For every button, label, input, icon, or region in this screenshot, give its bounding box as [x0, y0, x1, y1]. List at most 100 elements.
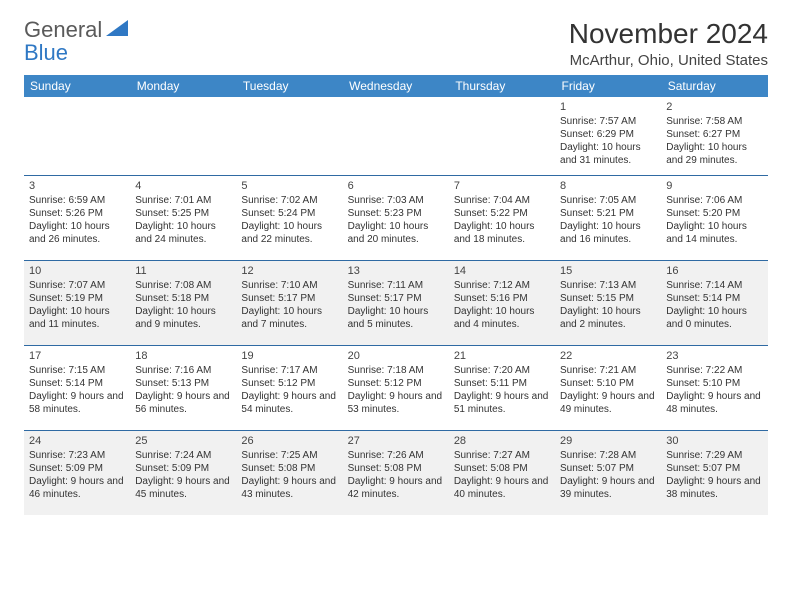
calendar-day-cell: 24Sunrise: 7:23 AMSunset: 5:09 PMDayligh… — [24, 430, 130, 515]
day-number: 3 — [29, 179, 125, 193]
calendar-day-cell: 4Sunrise: 7:01 AMSunset: 5:25 PMDaylight… — [130, 175, 236, 260]
sunset-text: Sunset: 5:26 PM — [29, 207, 125, 220]
sunset-text: Sunset: 5:16 PM — [454, 292, 550, 305]
calendar-week-row: 24Sunrise: 7:23 AMSunset: 5:09 PMDayligh… — [24, 430, 768, 515]
location-text: McArthur, Ohio, United States — [569, 52, 768, 69]
sunrise-text: Sunrise: 7:11 AM — [348, 279, 444, 292]
daylight-text: Daylight: 10 hours and 2 minutes. — [560, 305, 656, 331]
daylight-text: Daylight: 9 hours and 38 minutes. — [666, 475, 762, 501]
day-header: Friday — [555, 75, 661, 97]
day-number: 19 — [241, 349, 337, 363]
sunrise-text: Sunrise: 7:08 AM — [135, 279, 231, 292]
daylight-text: Daylight: 9 hours and 45 minutes. — [135, 475, 231, 501]
sunrise-text: Sunrise: 7:27 AM — [454, 449, 550, 462]
calendar-day-cell: 7Sunrise: 7:04 AMSunset: 5:22 PMDaylight… — [449, 175, 555, 260]
sunset-text: Sunset: 5:07 PM — [666, 462, 762, 475]
calendar-day-cell: 10Sunrise: 7:07 AMSunset: 5:19 PMDayligh… — [24, 260, 130, 345]
daylight-text: Daylight: 10 hours and 16 minutes. — [560, 220, 656, 246]
calendar-day-cell — [236, 97, 342, 175]
calendar-day-cell: 29Sunrise: 7:28 AMSunset: 5:07 PMDayligh… — [555, 430, 661, 515]
page-root: General Blue November 2024 McArthur, Ohi… — [0, 0, 792, 525]
day-number: 2 — [666, 100, 762, 114]
calendar-day-cell: 5Sunrise: 7:02 AMSunset: 5:24 PMDaylight… — [236, 175, 342, 260]
day-number: 24 — [29, 434, 125, 448]
sunset-text: Sunset: 5:11 PM — [454, 377, 550, 390]
day-number: 4 — [135, 179, 231, 193]
calendar-day-cell: 26Sunrise: 7:25 AMSunset: 5:08 PMDayligh… — [236, 430, 342, 515]
sunrise-text: Sunrise: 7:13 AM — [560, 279, 656, 292]
sunrise-text: Sunrise: 7:05 AM — [560, 194, 656, 207]
daylight-text: Daylight: 10 hours and 11 minutes. — [29, 305, 125, 331]
calendar-day-cell: 14Sunrise: 7:12 AMSunset: 5:16 PMDayligh… — [449, 260, 555, 345]
day-number: 11 — [135, 264, 231, 278]
calendar-day-cell: 25Sunrise: 7:24 AMSunset: 5:09 PMDayligh… — [130, 430, 236, 515]
calendar-day-cell: 1Sunrise: 7:57 AMSunset: 6:29 PMDaylight… — [555, 97, 661, 175]
sunset-text: Sunset: 5:18 PM — [135, 292, 231, 305]
calendar-day-cell: 9Sunrise: 7:06 AMSunset: 5:20 PMDaylight… — [661, 175, 767, 260]
title-block: November 2024 McArthur, Ohio, United Sta… — [569, 18, 768, 69]
day-number: 7 — [454, 179, 550, 193]
calendar-body: 1Sunrise: 7:57 AMSunset: 6:29 PMDaylight… — [24, 97, 768, 515]
sunset-text: Sunset: 5:08 PM — [454, 462, 550, 475]
day-number: 16 — [666, 264, 762, 278]
calendar-day-cell: 12Sunrise: 7:10 AMSunset: 5:17 PMDayligh… — [236, 260, 342, 345]
calendar-week-row: 17Sunrise: 7:15 AMSunset: 5:14 PMDayligh… — [24, 345, 768, 430]
daylight-text: Daylight: 9 hours and 54 minutes. — [241, 390, 337, 416]
sunset-text: Sunset: 5:12 PM — [348, 377, 444, 390]
day-number: 30 — [666, 434, 762, 448]
sunset-text: Sunset: 5:08 PM — [241, 462, 337, 475]
logo-text-block: General Blue — [24, 18, 102, 64]
sunset-text: Sunset: 5:17 PM — [241, 292, 337, 305]
sunset-text: Sunset: 5:24 PM — [241, 207, 337, 220]
sunrise-text: Sunrise: 7:23 AM — [29, 449, 125, 462]
day-number: 18 — [135, 349, 231, 363]
day-number: 20 — [348, 349, 444, 363]
sunset-text: Sunset: 5:15 PM — [560, 292, 656, 305]
day-number: 23 — [666, 349, 762, 363]
daylight-text: Daylight: 10 hours and 18 minutes. — [454, 220, 550, 246]
daylight-text: Daylight: 9 hours and 48 minutes. — [666, 390, 762, 416]
sunrise-text: Sunrise: 7:25 AM — [241, 449, 337, 462]
calendar-day-cell: 3Sunrise: 6:59 AMSunset: 5:26 PMDaylight… — [24, 175, 130, 260]
sunrise-text: Sunrise: 7:06 AM — [666, 194, 762, 207]
sunrise-text: Sunrise: 7:02 AM — [241, 194, 337, 207]
daylight-text: Daylight: 10 hours and 0 minutes. — [666, 305, 762, 331]
calendar-day-cell: 16Sunrise: 7:14 AMSunset: 5:14 PMDayligh… — [661, 260, 767, 345]
sunset-text: Sunset: 5:14 PM — [29, 377, 125, 390]
sunrise-text: Sunrise: 7:58 AM — [666, 115, 762, 128]
day-header: Monday — [130, 75, 236, 97]
day-number: 14 — [454, 264, 550, 278]
calendar-day-cell — [449, 97, 555, 175]
calendar-day-cell: 2Sunrise: 7:58 AMSunset: 6:27 PMDaylight… — [661, 97, 767, 175]
calendar-day-cell: 21Sunrise: 7:20 AMSunset: 5:11 PMDayligh… — [449, 345, 555, 430]
day-number: 17 — [29, 349, 125, 363]
calendar-day-cell: 19Sunrise: 7:17 AMSunset: 5:12 PMDayligh… — [236, 345, 342, 430]
day-number: 12 — [241, 264, 337, 278]
sunset-text: Sunset: 5:10 PM — [560, 377, 656, 390]
calendar-day-cell: 22Sunrise: 7:21 AMSunset: 5:10 PMDayligh… — [555, 345, 661, 430]
daylight-text: Daylight: 10 hours and 4 minutes. — [454, 305, 550, 331]
sunrise-text: Sunrise: 7:24 AM — [135, 449, 231, 462]
sunset-text: Sunset: 5:20 PM — [666, 207, 762, 220]
calendar-day-cell: 20Sunrise: 7:18 AMSunset: 5:12 PMDayligh… — [343, 345, 449, 430]
calendar-day-cell: 18Sunrise: 7:16 AMSunset: 5:13 PMDayligh… — [130, 345, 236, 430]
day-number: 6 — [348, 179, 444, 193]
day-number: 9 — [666, 179, 762, 193]
calendar-table: Sunday Monday Tuesday Wednesday Thursday… — [24, 75, 768, 515]
sunset-text: Sunset: 6:27 PM — [666, 128, 762, 141]
sunrise-text: Sunrise: 7:10 AM — [241, 279, 337, 292]
month-title: November 2024 — [569, 18, 768, 50]
sunset-text: Sunset: 5:14 PM — [666, 292, 762, 305]
sunset-text: Sunset: 5:19 PM — [29, 292, 125, 305]
calendar-day-cell: 30Sunrise: 7:29 AMSunset: 5:07 PMDayligh… — [661, 430, 767, 515]
calendar-week-row: 10Sunrise: 7:07 AMSunset: 5:19 PMDayligh… — [24, 260, 768, 345]
sunrise-text: Sunrise: 7:04 AM — [454, 194, 550, 207]
calendar-day-cell: 13Sunrise: 7:11 AMSunset: 5:17 PMDayligh… — [343, 260, 449, 345]
day-header: Saturday — [661, 75, 767, 97]
calendar-day-cell: 27Sunrise: 7:26 AMSunset: 5:08 PMDayligh… — [343, 430, 449, 515]
sunset-text: Sunset: 5:21 PM — [560, 207, 656, 220]
calendar-day-cell — [130, 97, 236, 175]
calendar-day-cell: 11Sunrise: 7:08 AMSunset: 5:18 PMDayligh… — [130, 260, 236, 345]
daylight-text: Daylight: 10 hours and 29 minutes. — [666, 141, 762, 167]
calendar-day-cell: 23Sunrise: 7:22 AMSunset: 5:10 PMDayligh… — [661, 345, 767, 430]
